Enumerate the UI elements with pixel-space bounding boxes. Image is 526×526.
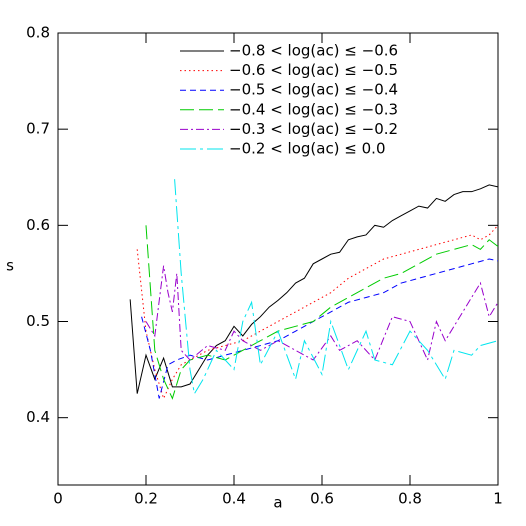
x-tick-label: 0.6 [310,490,334,508]
legend-label: −0.8 < log(ac) ≤ −0.6 [229,42,398,60]
y-tick-label: 0.7 [26,120,50,138]
plot-frame [57,32,499,486]
x-axis-label: a [273,494,282,512]
legend-label: −0.5 < log(ac) ≤ −0.4 [229,81,398,99]
legend-label: −0.3 < log(ac) ≤ −0.2 [229,120,398,138]
series-line [145,225,498,400]
y-tick-label: 0.5 [26,312,50,330]
x-tick-label: 1 [493,490,503,508]
series-line [136,225,498,400]
series-line [129,184,498,394]
y-axis-label: s [6,257,14,275]
y-tick-label: 0.8 [26,24,50,42]
x-tick-label: 0.2 [134,490,158,508]
legend-label: −0.6 < log(ac) ≤ −0.5 [229,61,398,79]
x-tick-label: 0.4 [222,490,246,508]
x-tick-label: 0.8 [398,490,422,508]
legend-label: −0.4 < log(ac) ≤ −0.3 [229,100,398,118]
y-tick-label: 0.6 [26,216,50,234]
plot-lines [129,179,498,400]
legend-label: −0.2 < log(ac) ≤ 0.0 [229,140,386,158]
series-line [174,179,498,396]
series-line [145,265,498,362]
series-line [141,258,498,399]
x-tick-label: 0 [53,490,63,508]
y-tick-label: 0.4 [26,408,50,426]
